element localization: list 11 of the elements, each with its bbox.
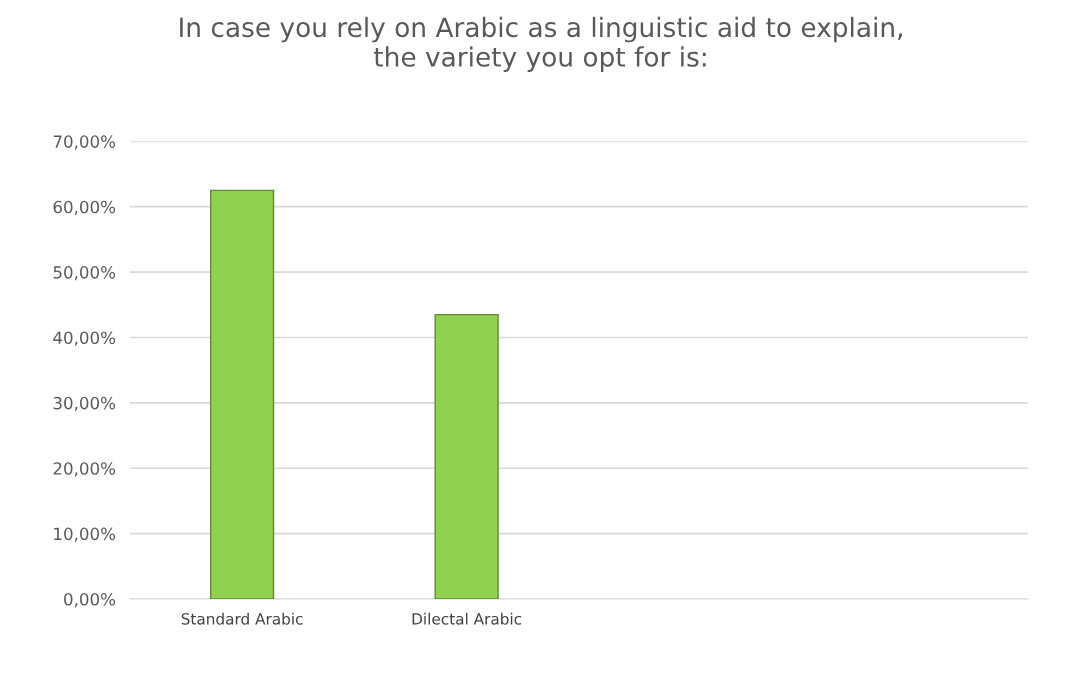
y-tick-label: 20,00% <box>53 462 116 477</box>
y-tick-label: 40,00% <box>53 331 116 346</box>
y-tick-label: 50,00% <box>53 266 116 281</box>
y-tick-label: 30,00% <box>53 396 116 412</box>
y-tick-label: 10,00% <box>54 527 116 542</box>
x-tick-label: Standard Arabic <box>181 612 303 625</box>
y-tick-label: 70,00% <box>53 135 116 150</box>
x-tick-label: Dilectal Arabic <box>412 612 522 625</box>
y-tick-label: 0,00% <box>64 592 116 608</box>
chart-title: In case you rely on Arabic as a linguistic aid to explain, the variety you opt for is: <box>180 16 902 72</box>
y-tick-label: 60,00% <box>53 200 116 215</box>
